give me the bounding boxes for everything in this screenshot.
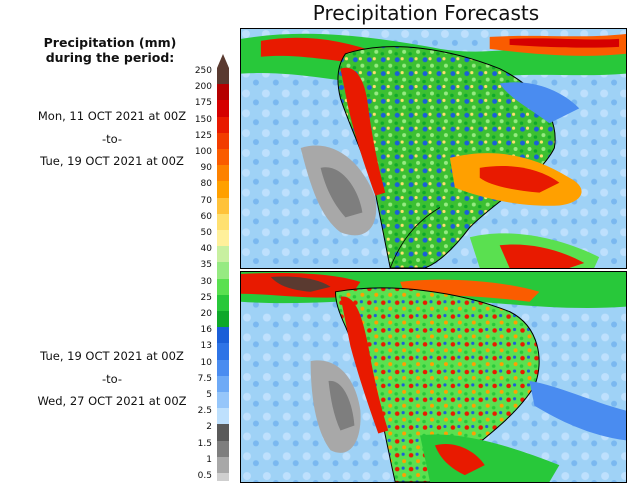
colorbar-swatch bbox=[217, 473, 229, 481]
period-2-separator: -to- bbox=[101, 371, 123, 386]
colorbar-tick-label: 5 bbox=[206, 390, 212, 400]
central-brazil-core bbox=[479, 165, 560, 193]
colorbar-tick-label: 100 bbox=[194, 147, 212, 157]
colorbar-tick-label: 25 bbox=[200, 292, 212, 303]
colorbar-swatch bbox=[217, 327, 229, 344]
colorbar-tick-label: 13 bbox=[200, 341, 212, 352]
south-america-continent bbox=[337, 46, 556, 268]
colorbar-swatch bbox=[217, 100, 229, 117]
andes-heavy-rain bbox=[340, 296, 389, 434]
colorbar-tick-label: 50 bbox=[200, 228, 212, 238]
colorbar-tick-label: 150 bbox=[194, 114, 212, 125]
colorbar-tick-label: 2.5 bbox=[197, 406, 212, 417]
colorbar-tick-label: 20 bbox=[200, 309, 212, 319]
period-label-1: Mon, 11 OCT 2021 at 00Z -to- Tue, 19 OCT… bbox=[12, 105, 212, 173]
colorbar-swatch bbox=[217, 408, 229, 425]
dry-zone-pacific-core bbox=[328, 380, 355, 431]
colorbar-swatch bbox=[217, 440, 229, 457]
northeast-coast-moderate bbox=[499, 82, 580, 124]
period-2-end: Wed, 27 OCT 2021 at 00Z bbox=[37, 394, 187, 408]
colorbar-swatch bbox=[217, 359, 229, 376]
colorbar-swatch bbox=[217, 84, 229, 101]
colorbar-tick-label: 7.5 bbox=[197, 373, 212, 384]
period-1-start: Mon, 11 OCT 2021 at 00Z bbox=[37, 109, 187, 123]
colorbar-swatch bbox=[217, 278, 229, 295]
colorbar-tick-label: 10 bbox=[200, 357, 212, 368]
colorbar-swatch bbox=[217, 132, 229, 149]
colorbar-swatch bbox=[217, 456, 229, 473]
colorbar-tick-label: 2 bbox=[206, 422, 212, 433]
colorbar-tick-label: 1 bbox=[206, 454, 212, 465]
southern-heavy-rain bbox=[434, 444, 485, 476]
dry-zone-pacific-core bbox=[320, 167, 363, 218]
atlantic-moderate bbox=[529, 380, 626, 441]
colorbar-swatch bbox=[217, 246, 229, 263]
heavy-rain-north bbox=[400, 279, 540, 302]
colorbar-swatch bbox=[217, 375, 229, 392]
map-panel-period-1 bbox=[240, 28, 627, 269]
colorbar-swatch bbox=[217, 165, 229, 182]
legend-heading-line2: during the period: bbox=[45, 50, 175, 65]
colorbar-tick-label: 250 bbox=[194, 66, 212, 76]
colorbar-tick-label: 90 bbox=[200, 163, 212, 174]
colorbar-swatch bbox=[217, 262, 229, 279]
colorbar-swatch bbox=[217, 343, 229, 360]
colorbar-swatch bbox=[217, 213, 229, 230]
colorbar-tick-label: 80 bbox=[200, 179, 212, 190]
map-panel-period-2 bbox=[240, 271, 627, 483]
heavy-rain-northeast-core bbox=[509, 38, 620, 48]
colorbar-tick-label: 35 bbox=[200, 260, 212, 271]
period-label-2: Tue, 19 OCT 2021 at 00Z -to- Wed, 27 OCT… bbox=[12, 345, 212, 413]
colorbar-swatch bbox=[217, 197, 229, 214]
colorbar-swatch bbox=[217, 68, 229, 85]
colorbar-swatch bbox=[217, 230, 229, 247]
colorbar-tick-label: 1.5 bbox=[197, 438, 212, 449]
colorbar-tick-label: 200 bbox=[194, 82, 212, 93]
colorbar-swatch bbox=[217, 116, 229, 133]
colorbar-tick-label: 60 bbox=[200, 211, 212, 222]
andes-heavy-rain bbox=[340, 67, 386, 196]
legend-heading-line1: Precipitation (mm) bbox=[43, 35, 177, 50]
colorbar-tick-label: 175 bbox=[194, 98, 212, 109]
colorbar-swatch bbox=[217, 294, 229, 311]
period-2-start: Tue, 19 OCT 2021 at 00Z bbox=[40, 349, 184, 363]
colorbar-swatch bbox=[217, 392, 229, 409]
colorbar-tick-label: 125 bbox=[194, 130, 212, 141]
colorbar-swatch bbox=[217, 424, 229, 441]
colorbar-tick-label: 70 bbox=[200, 195, 212, 206]
period-1-end: Tue, 19 OCT 2021 at 00Z bbox=[40, 154, 184, 168]
colorbar-swatch bbox=[217, 181, 229, 198]
colorbar-tick-label: 30 bbox=[200, 276, 212, 287]
colorbar-legend: 250 200 175 150 125 100 90 80 70 60 50 40 35 30 25 20 16… bbox=[190, 54, 240, 483]
figure-title: Precipitation Forecasts bbox=[312, 1, 540, 25]
coastline bbox=[389, 207, 441, 268]
colorbar-top-arrow bbox=[217, 54, 229, 68]
precip-map-1 bbox=[241, 29, 626, 268]
legend-heading: Precipitation (mm) during the period: bbox=[20, 35, 200, 65]
precip-map-2 bbox=[241, 272, 626, 482]
colorbar-swatch bbox=[217, 149, 229, 166]
colorbar-tick-label: 16 bbox=[200, 325, 212, 336]
colorbar-tick-label: 0.5 bbox=[197, 471, 212, 481]
south-atlantic-heavy bbox=[499, 244, 585, 268]
colorbar-swatch bbox=[217, 311, 229, 328]
colorbar-tick-label: 40 bbox=[200, 244, 212, 255]
extreme-rain-northwest bbox=[270, 276, 331, 292]
period-1-separator: -to- bbox=[101, 131, 123, 146]
